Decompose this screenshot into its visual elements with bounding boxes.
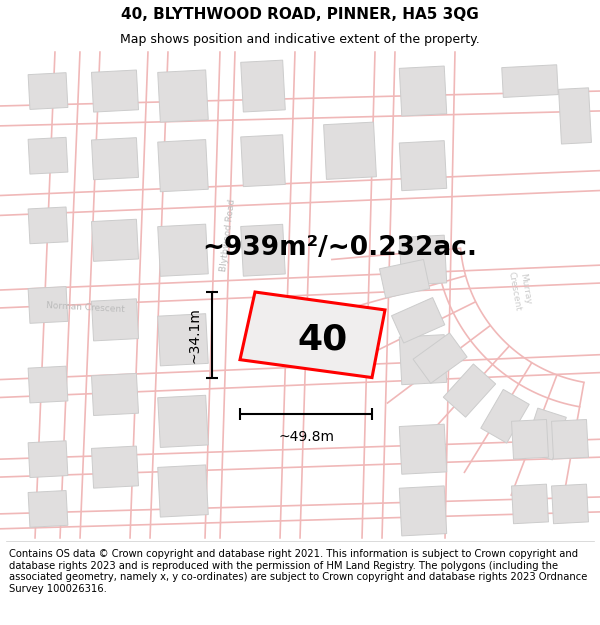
Polygon shape <box>91 138 139 180</box>
Polygon shape <box>323 122 376 179</box>
Polygon shape <box>443 364 496 418</box>
Polygon shape <box>91 446 139 488</box>
Text: ~34.1m: ~34.1m <box>188 307 202 362</box>
Polygon shape <box>379 259 430 298</box>
Polygon shape <box>241 60 285 112</box>
Polygon shape <box>399 235 447 285</box>
Text: 40, BLYTHWOOD ROAD, PINNER, HA5 3QG: 40, BLYTHWOOD ROAD, PINNER, HA5 3QG <box>121 7 479 22</box>
Polygon shape <box>481 389 529 443</box>
Polygon shape <box>399 141 447 191</box>
Polygon shape <box>28 287 68 323</box>
Polygon shape <box>241 224 285 276</box>
Polygon shape <box>158 465 208 517</box>
Polygon shape <box>158 395 208 448</box>
Polygon shape <box>158 224 208 276</box>
Polygon shape <box>28 72 68 109</box>
Polygon shape <box>28 491 68 528</box>
Text: Blythwood Road: Blythwood Road <box>219 199 237 272</box>
Text: Norman Crescent: Norman Crescent <box>46 301 125 314</box>
Text: Map shows position and indicative extent of the property.: Map shows position and indicative extent… <box>120 34 480 46</box>
Polygon shape <box>28 138 68 174</box>
Polygon shape <box>240 292 385 378</box>
Polygon shape <box>28 366 68 403</box>
Polygon shape <box>413 333 467 383</box>
Text: 40: 40 <box>298 322 348 357</box>
Polygon shape <box>91 374 139 416</box>
Text: ~49.8m: ~49.8m <box>278 430 334 444</box>
Polygon shape <box>399 334 447 384</box>
Polygon shape <box>559 88 592 144</box>
Polygon shape <box>391 298 445 343</box>
Polygon shape <box>512 484 548 524</box>
Polygon shape <box>524 408 566 460</box>
Text: ~939m²/~0.232ac.: ~939m²/~0.232ac. <box>203 235 478 261</box>
Polygon shape <box>551 484 589 524</box>
Text: Murray
Crescent: Murray Crescent <box>507 269 533 311</box>
Text: Murray Crescent: Murray Crescent <box>272 313 347 326</box>
Polygon shape <box>399 424 447 474</box>
Text: Contains OS data © Crown copyright and database right 2021. This information is : Contains OS data © Crown copyright and d… <box>9 549 587 594</box>
Polygon shape <box>91 299 139 341</box>
Polygon shape <box>91 70 139 112</box>
Polygon shape <box>241 135 285 187</box>
Polygon shape <box>502 65 558 98</box>
Polygon shape <box>28 207 68 244</box>
Polygon shape <box>158 139 208 192</box>
Polygon shape <box>158 70 208 122</box>
Polygon shape <box>28 441 68 478</box>
Polygon shape <box>158 314 208 366</box>
Polygon shape <box>399 486 447 536</box>
Polygon shape <box>399 66 447 116</box>
Polygon shape <box>91 219 139 261</box>
Polygon shape <box>551 419 589 459</box>
Polygon shape <box>512 419 548 459</box>
